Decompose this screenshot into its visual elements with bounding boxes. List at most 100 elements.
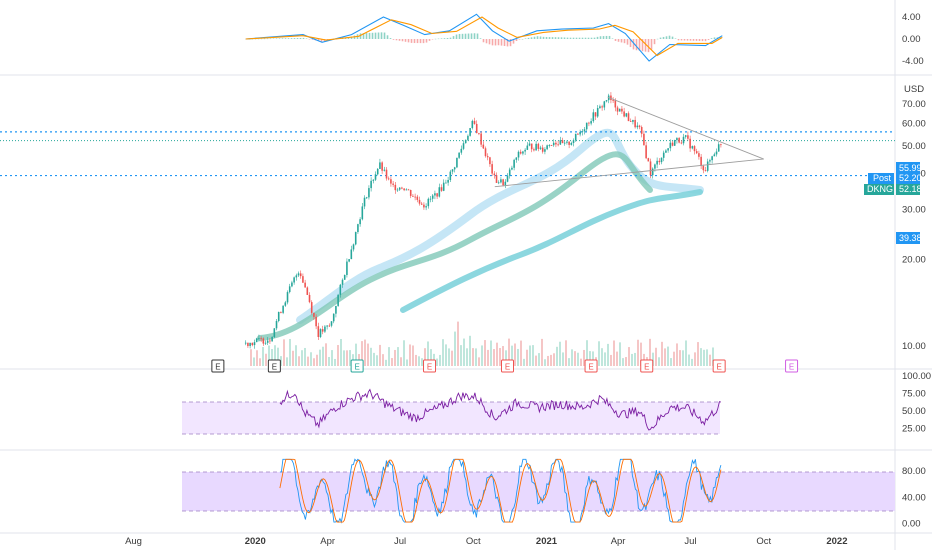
candle-body <box>335 305 337 314</box>
volume-bar <box>337 345 339 366</box>
candle-body <box>651 168 654 176</box>
stoch-k-line <box>279 458 722 524</box>
volume-bar <box>448 348 450 366</box>
candle-body <box>326 325 328 327</box>
volume-bar <box>553 353 555 366</box>
candle-body <box>469 128 471 136</box>
candle-body <box>537 143 540 149</box>
candle-body <box>440 187 443 191</box>
candle-body <box>354 232 357 245</box>
macd-histogram-bar <box>440 38 443 39</box>
macd-histogram-bar <box>377 32 380 39</box>
volume-bar <box>286 357 288 366</box>
macd-histogram-bar <box>563 37 566 39</box>
candle-body <box>656 160 658 165</box>
candle-body <box>570 142 573 145</box>
volume-bar <box>694 352 696 366</box>
volume-bar <box>397 347 399 366</box>
candle-body <box>438 187 441 197</box>
macd-histogram-bar <box>299 37 302 39</box>
candle-body <box>629 121 632 122</box>
volume-bar <box>421 358 423 366</box>
candle-body <box>693 146 696 152</box>
volume-bar <box>637 339 639 366</box>
macd-histogram-bar <box>446 37 449 39</box>
volume-bar <box>331 350 333 366</box>
candle-body <box>555 142 557 145</box>
candle-body <box>341 279 344 285</box>
candle-body <box>482 144 485 149</box>
candle-body <box>255 338 258 343</box>
candle-body <box>372 179 375 181</box>
macd-histogram-bar <box>533 36 536 39</box>
volume-bar <box>709 354 711 366</box>
candle-body <box>286 292 289 303</box>
volume-bar <box>403 340 405 366</box>
candle-body <box>640 127 643 134</box>
volume-bar <box>265 353 267 366</box>
volume-bar <box>550 354 552 366</box>
volume-bar <box>346 350 348 366</box>
earnings-marker <box>640 359 654 373</box>
candle-body <box>330 321 333 326</box>
macd-histogram-bar <box>254 38 257 40</box>
price-tick-label: 10.00 <box>902 341 926 352</box>
candle-body <box>414 196 416 198</box>
candle-body <box>398 187 401 190</box>
candle-body <box>352 244 355 250</box>
macd-histogram-bar <box>713 37 716 39</box>
stoch-panel[interactable] <box>279 458 722 524</box>
volume-bar <box>574 351 576 366</box>
candle-body <box>394 184 397 191</box>
volume-bar <box>328 357 330 366</box>
candle-body <box>337 294 339 306</box>
volume-bar <box>583 349 585 366</box>
macd-panel[interactable] <box>245 13 723 62</box>
volume-bar <box>463 338 465 366</box>
macd-histogram-bar <box>575 37 578 39</box>
candle-body <box>297 273 300 276</box>
macd-histogram-bar <box>284 38 287 39</box>
rsi-line <box>279 388 722 431</box>
candle-body <box>299 273 302 277</box>
macd-histogram-bar <box>290 38 293 39</box>
macd-histogram-bar <box>539 36 542 39</box>
macd-tick-label: -4.00 <box>902 56 924 67</box>
macd-histogram-bar <box>638 39 641 51</box>
earnings-marker <box>350 359 364 373</box>
volume-bar <box>586 340 588 366</box>
rsi-panel[interactable] <box>279 388 722 431</box>
macd-histogram-bar <box>365 33 368 39</box>
macd-histogram-bar <box>542 36 545 39</box>
candle-body <box>418 199 421 204</box>
macd-histogram-bar <box>641 39 644 52</box>
candle-body <box>328 325 331 327</box>
candle-body <box>519 151 522 154</box>
dkng-tag-name: DKNG <box>867 184 893 194</box>
volume-bar <box>706 349 708 366</box>
candle-body <box>291 282 293 287</box>
volume-bar <box>382 354 384 366</box>
candle-body <box>467 135 469 140</box>
volume-bar <box>562 352 564 366</box>
macd-histogram-bar <box>692 39 695 41</box>
candle-body <box>379 162 381 169</box>
macd-histogram-bar <box>398 39 401 41</box>
macd-histogram-bar <box>710 38 713 39</box>
rsi-tick-label: 75.00 <box>902 389 926 400</box>
macd-histogram-bar <box>572 37 575 39</box>
candle-body <box>702 166 705 171</box>
candle-body <box>464 139 467 144</box>
macd-histogram-bar <box>431 39 434 40</box>
macd-histogram-bar <box>527 37 530 39</box>
macd-histogram-bar <box>650 39 653 50</box>
macd-histogram-bar <box>407 39 410 43</box>
macd-histogram-bar <box>416 39 419 44</box>
candle-body <box>603 101 606 108</box>
volume-bar <box>388 347 390 366</box>
volume-bar <box>490 340 492 366</box>
volume-bar <box>412 345 414 366</box>
candle-body <box>277 311 280 321</box>
